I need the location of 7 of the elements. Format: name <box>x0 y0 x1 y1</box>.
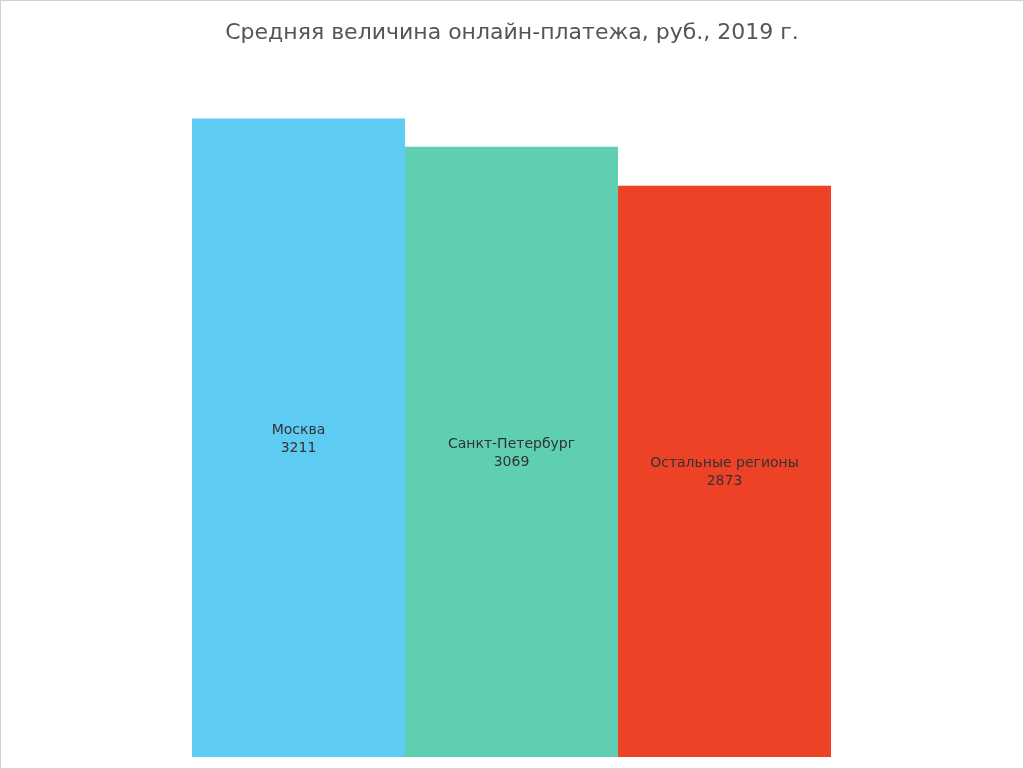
data-label: 3069 <box>493 452 530 469</box>
data-label: 2873 <box>706 472 743 489</box>
x-tick-label: Москва <box>271 420 326 437</box>
x-tick-label: Остальные регионы <box>650 454 799 471</box>
data-label: 3211 <box>280 438 317 455</box>
x-tick-label: Санкт-Петербург <box>447 434 576 451</box>
chart-title: Средняя величина онлайн-платежа, руб., 2019 г. <box>225 18 799 44</box>
